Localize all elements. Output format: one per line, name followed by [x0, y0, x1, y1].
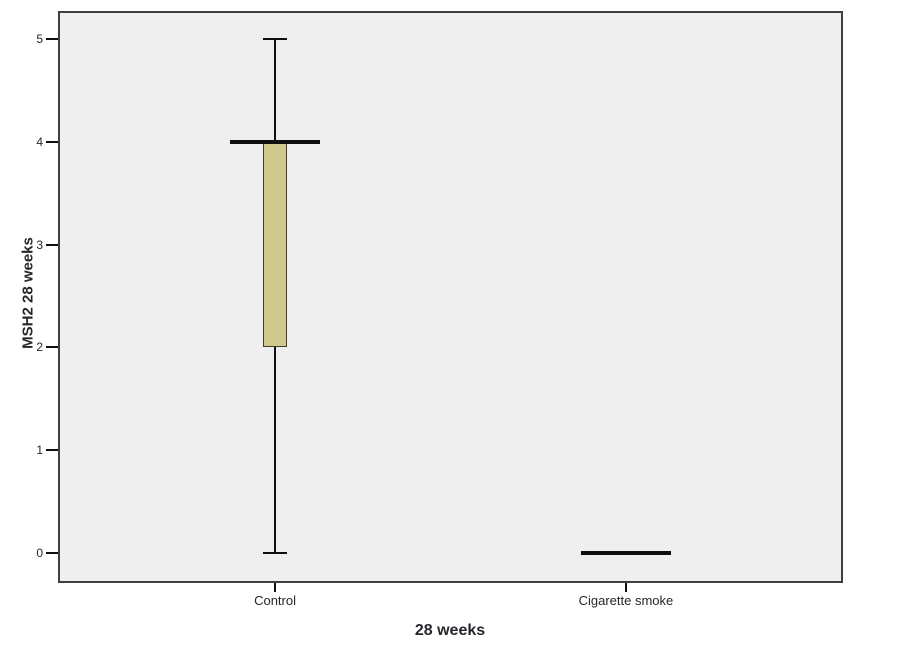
y-tick-label: 4	[36, 134, 43, 149]
y-tick-mark	[46, 140, 58, 143]
y-tick-label: 0	[36, 546, 43, 560]
median-line	[230, 139, 321, 144]
y-tick-mark	[46, 38, 58, 40]
y-axis-title: MSH2 28 weeks	[19, 237, 37, 349]
x-tick-mark	[624, 583, 627, 592]
y-tick-label: 5	[36, 32, 43, 46]
x-category-label: Control	[254, 593, 296, 608]
x-axis-title: 28 weeks	[414, 622, 486, 639]
y-tick-label: 3	[36, 237, 43, 252]
y-tick-mark	[46, 243, 58, 246]
whisker-cap	[263, 38, 288, 40]
y-tick-mark	[46, 552, 58, 554]
y-tick-label: 2	[36, 340, 43, 355]
x-tick-mark	[274, 583, 277, 592]
y-tick-mark	[46, 449, 58, 452]
plot-area	[58, 11, 843, 583]
y-tick-mark	[46, 346, 58, 349]
median-line	[580, 551, 671, 555]
x-category-label: Cigarette smoke	[578, 593, 674, 608]
whisker-cap	[263, 552, 288, 554]
y-tick-label: 1	[36, 443, 43, 458]
box-iqr	[263, 141, 288, 348]
